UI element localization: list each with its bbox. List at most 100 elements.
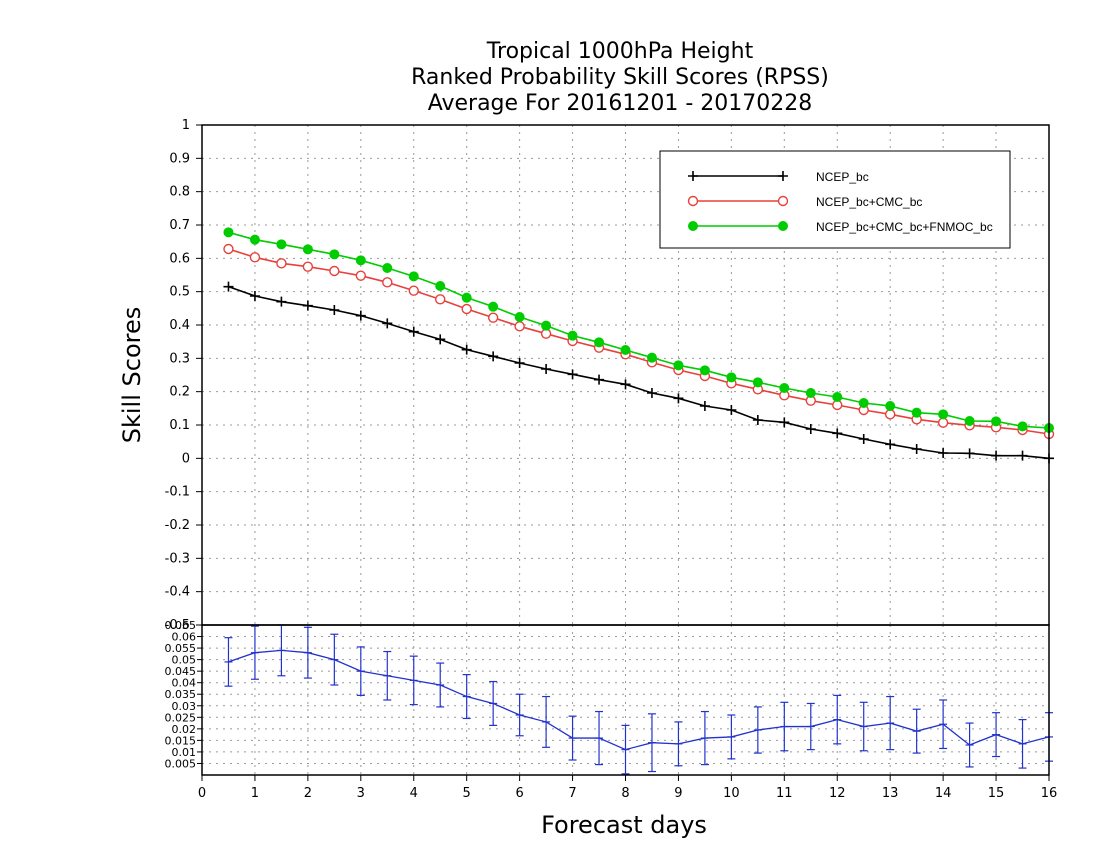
series-point	[355, 270, 367, 281]
series-point	[858, 434, 869, 444]
y-tick-label: 0.9	[169, 151, 190, 166]
series-point	[885, 439, 896, 450]
x-tick-label: 2	[304, 786, 312, 801]
y-tick-label-lower: 0.055	[165, 642, 197, 655]
series-point	[911, 407, 922, 418]
chart-title: Tropical 1000hPa Height Ranked Probabili…	[411, 39, 829, 116]
series-point	[435, 281, 446, 291]
series-point	[646, 388, 657, 398]
series-point	[938, 409, 949, 420]
legend-item-2: NCEP_bc+CMC_bc	[687, 195, 922, 209]
series-point	[594, 374, 605, 385]
y-tick-label: -0.1	[165, 485, 190, 500]
legend-label: NCEP_bc+CMC_bc	[816, 195, 922, 209]
x-tick-label: 3	[357, 786, 365, 801]
series-line	[228, 248, 1050, 435]
series-point	[620, 345, 631, 355]
lower-series-line	[228, 649, 1050, 751]
series-point	[461, 303, 472, 315]
y-tick-label: -0.2	[165, 518, 190, 533]
y-tick-label-lower: 0.06	[172, 631, 197, 644]
series-point	[937, 417, 949, 428]
legend-item-3: NCEP_bc+CMC_bc+FNMOC_bc	[688, 220, 993, 234]
y-tick-label-lower: 0.02	[172, 723, 197, 736]
series-point	[673, 393, 684, 404]
series-point	[911, 444, 922, 454]
series-point	[938, 448, 949, 458]
series-point	[223, 227, 234, 238]
title-line-1: Tropical 1000hPa Height	[486, 39, 754, 64]
y-tick-label-lower: 0.015	[165, 734, 197, 747]
x-tick-label: 7	[568, 786, 576, 801]
series-point	[805, 424, 816, 434]
y-tick-label: -0.3	[165, 551, 190, 566]
series-point	[964, 416, 975, 426]
y-tick-label-lower: 0.05	[172, 654, 197, 667]
x-tick-label: 4	[410, 786, 418, 801]
x-tick-label: 16	[1041, 786, 1058, 801]
legend-marker-left	[687, 195, 699, 207]
y-tick-label-lower: 0.025	[165, 711, 197, 724]
series-point	[249, 234, 260, 245]
y-tick-label-lower: 0.04	[172, 677, 197, 690]
series-2	[223, 243, 1055, 440]
y-tick-label: 0.6	[169, 251, 190, 266]
series-point	[382, 263, 393, 273]
series-point	[726, 405, 737, 415]
series-point	[408, 326, 419, 337]
series-point	[541, 320, 552, 331]
series-point	[752, 377, 763, 388]
series-point	[249, 252, 261, 263]
y-tick-label: 1	[182, 118, 190, 133]
series-point	[805, 388, 816, 398]
series-point	[699, 365, 710, 376]
x-tick-label: 10	[723, 786, 740, 801]
series-point	[223, 281, 234, 292]
series-point	[276, 239, 287, 250]
series-point	[885, 401, 896, 411]
x-tick-label: 13	[882, 786, 899, 801]
y-tick-label: 0.4	[169, 318, 190, 333]
x-tick-label: 12	[829, 786, 846, 801]
y-tick-label: 0.2	[169, 385, 190, 400]
series-point	[249, 291, 260, 301]
x-tick-label: 0	[198, 786, 206, 801]
series-point	[223, 243, 234, 255]
legend-marker-left	[688, 171, 698, 181]
series-point	[1017, 421, 1028, 432]
series-point	[832, 428, 843, 439]
title-line-2: Ranked Probability Skill Scores (RPSS)	[411, 65, 829, 90]
legend-marker-left	[688, 221, 698, 231]
series-point	[752, 415, 763, 425]
series-point	[329, 305, 340, 315]
series-point	[276, 296, 287, 307]
lower-plot-frame	[201, 624, 1050, 776]
series-point	[541, 364, 552, 374]
y-tick-label: 0.8	[169, 185, 190, 200]
x-tick-label: 6	[515, 786, 523, 801]
y-tick-label-lower: 0.035	[165, 688, 197, 701]
x-tick-label: 9	[674, 786, 682, 801]
series-point	[620, 379, 631, 390]
y-tick-label-lower: 0.065	[165, 619, 197, 632]
series-point	[567, 369, 578, 380]
series-point	[302, 261, 314, 272]
series-3	[223, 227, 1054, 433]
upper-gridlines	[202, 125, 1049, 625]
series-point	[964, 448, 975, 459]
y-tick-label: 0	[182, 451, 190, 466]
x-tick-label: 1	[251, 786, 259, 801]
y-tick-label: 0.7	[169, 218, 190, 233]
legend-marker-right	[778, 171, 788, 181]
y-axis-label: Skill Scores	[118, 307, 146, 444]
series-point	[646, 352, 657, 363]
series-point	[514, 321, 525, 332]
series-point	[276, 258, 287, 269]
series-point	[1017, 450, 1028, 461]
x-tick-label: 15	[988, 786, 1005, 801]
series-point	[858, 398, 869, 408]
series-point	[487, 312, 499, 323]
lower-y-ticks: 0.0650.060.0550.050.0450.040.0350.030.02…	[165, 619, 202, 770]
series-point	[779, 383, 790, 393]
x-tick-label: 5	[463, 786, 471, 801]
